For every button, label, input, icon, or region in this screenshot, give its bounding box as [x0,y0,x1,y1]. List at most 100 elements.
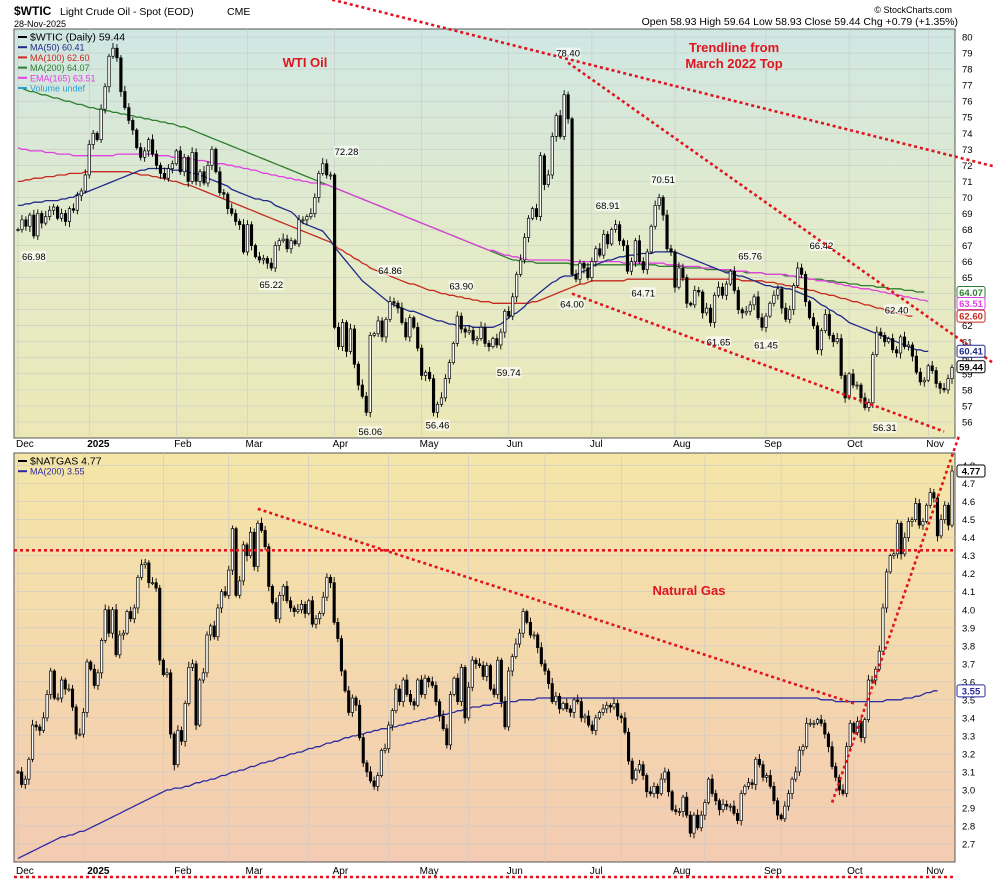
candle [289,237,293,254]
natgas-title: Natural Gas [653,583,726,598]
candle [92,664,96,689]
candle [111,43,115,60]
candle [815,322,820,355]
legend-entry: Volume undef [30,84,86,94]
x-tick-label: Oct [847,439,863,450]
candle [299,599,304,614]
candle [434,681,438,706]
candle [841,784,845,796]
candle [475,335,479,346]
candle [619,713,623,724]
x-tick-label: Oct [847,866,863,877]
candle [510,653,514,677]
candle [85,658,89,718]
x-tick-label: 2025 [87,866,110,877]
candle [511,292,515,321]
candle [760,313,764,331]
wti-candles [16,43,954,418]
candle [470,656,474,692]
candle [661,195,665,221]
candle [725,800,729,811]
candle [939,514,943,539]
candle [147,137,151,157]
candle [34,721,38,731]
candle [895,346,899,358]
candle [75,191,79,215]
candle [336,617,340,643]
candle [423,674,427,699]
x-tick-label: Feb [174,439,192,450]
price-label-text: 78.40 [556,49,580,60]
trendline [571,292,945,433]
candle [594,245,598,267]
candle [412,315,416,330]
candle [608,702,612,713]
header-symbol: $WTIC [14,4,52,18]
natgas-trendlines [14,434,961,803]
candle [852,721,856,735]
candle [943,501,947,524]
x-tick-label: Dec [16,866,34,877]
candle [372,331,376,338]
y-tick-label: 74 [962,129,973,140]
wti-plot-area [13,28,956,439]
candle [176,725,180,768]
candle [899,520,903,560]
candle [360,379,364,399]
candle [281,583,285,601]
candle [594,714,598,736]
right-value-text: 63.51 [959,299,983,310]
candle [848,720,852,752]
price-label-text: 64.00 [560,300,584,311]
price-label-text: 72.28 [335,147,359,158]
candle [562,90,566,141]
x-tick-label: May [420,439,439,450]
candle [274,597,278,622]
candle [922,377,926,387]
candle [826,731,830,753]
candle [20,767,24,788]
candle [790,776,794,800]
candle [388,296,392,323]
candle [656,783,660,799]
candle [665,209,669,252]
candle [657,193,661,210]
candle [797,746,801,776]
trendline [257,507,855,705]
candle [368,766,373,784]
candle [471,326,475,345]
candle [234,209,238,226]
candle [165,667,169,678]
candle [49,667,53,700]
candle [942,383,946,393]
candle [281,233,285,244]
candle [60,676,64,703]
right-value-label: 4.77 [956,464,986,478]
y-tick-label: 80 [962,33,973,44]
x-tick-label: Apr [333,866,349,877]
candle [637,759,642,774]
candle [452,676,456,697]
candle [329,171,333,180]
candle [677,262,681,290]
candle [754,756,758,791]
candle [526,215,531,243]
price-label: 66.98 [21,250,47,263]
candle [242,219,246,255]
candle [194,148,198,186]
candle [289,596,293,612]
candle [216,603,220,641]
candle [761,760,765,782]
candle [303,601,307,619]
candle [194,660,198,730]
candle [550,132,554,179]
candle [835,332,839,345]
candle [178,146,182,175]
candle [590,720,594,735]
candle [724,280,728,301]
candle [424,369,428,382]
candle [768,301,772,319]
candle [885,568,889,613]
candle [110,606,115,639]
candle [637,235,641,264]
